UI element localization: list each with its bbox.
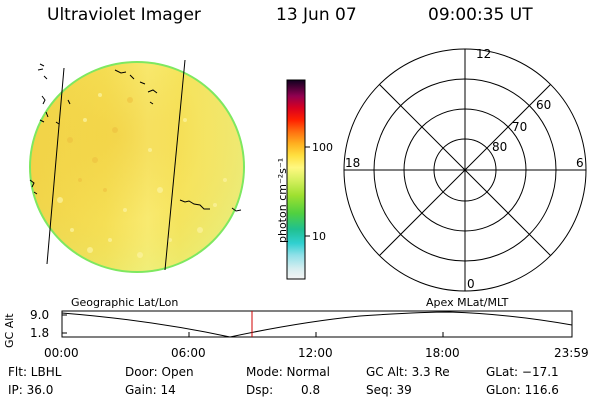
orbit-xtick: 12:00 <box>298 346 333 360</box>
mlt-label-0: 0 <box>467 277 475 291</box>
dsp-label: Dsp: <box>246 383 274 397</box>
orbit-xtick: 18:00 <box>425 346 460 360</box>
orbit-ytick-min: 1.8 <box>30 326 50 340</box>
date-label: 13 Jun 07 <box>276 5 357 25</box>
polar-grid <box>343 48 587 292</box>
right-panel-label: Apex MLat/MLT <box>426 296 509 309</box>
colorbar-tick-10: 10 <box>312 230 326 243</box>
orbit-ytick-max: 9.0 <box>30 308 50 322</box>
ip-info: IP: 36.0 <box>8 383 54 397</box>
filter-info: Flt: LBHL <box>8 365 62 379</box>
colorbar-tick-100: 100 <box>312 141 333 154</box>
mlt-label-18: 18 <box>345 156 361 170</box>
instrument-title: Ultraviolet Imager <box>47 5 201 25</box>
gc-alt-info: GC Alt: 3.3 Re <box>366 365 450 379</box>
orbit-ylabel: GC Alt <box>3 313 16 348</box>
left-panel-label: Geographic Lat/Lon <box>71 296 179 309</box>
mlat-label-60: 60 <box>536 98 552 112</box>
seq-info: Seq: 39 <box>366 383 412 397</box>
glon-info: GLon: 116.6 <box>486 383 559 397</box>
orbit-xtick: 23:59 <box>554 346 589 360</box>
orbit-plot <box>61 310 573 338</box>
dsp-value: 0.8 <box>301 383 321 397</box>
mlat-label-80: 80 <box>492 140 508 154</box>
orbit-xtick: 06:00 <box>171 346 206 360</box>
mlt-label-6: 6 <box>576 156 584 170</box>
orbit-xtick: 00:00 <box>44 346 79 360</box>
door-info: Door: Open <box>125 365 194 379</box>
gain-info: Gain: 14 <box>125 383 176 397</box>
time-label: 09:00:35 UT <box>428 5 533 25</box>
colorbar-unit: photon cm⁻²s⁻¹ <box>276 157 289 243</box>
mlt-label-12: 12 <box>476 47 492 61</box>
colorbar <box>286 79 310 280</box>
glat-info: GLat: −17.1 <box>486 365 559 379</box>
mlat-label-70: 70 <box>512 120 528 134</box>
altitude-curve <box>61 311 573 338</box>
uv-disk-image <box>29 59 245 273</box>
mode-info: Mode: Normal <box>246 365 330 379</box>
